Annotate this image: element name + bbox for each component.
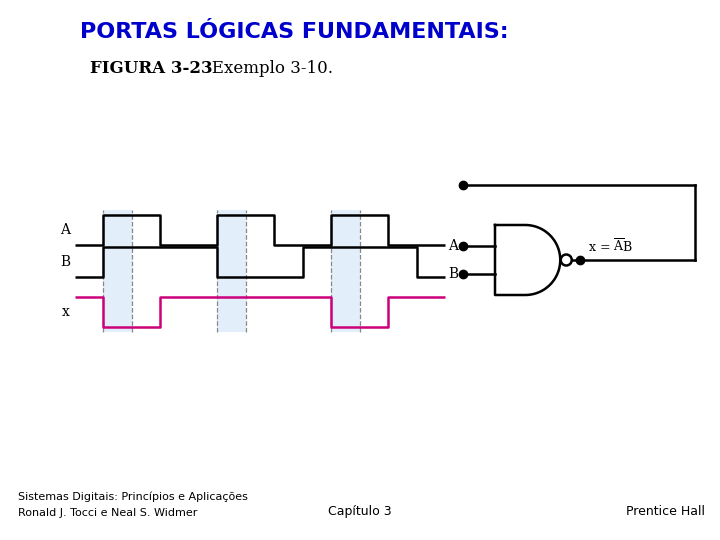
Text: B: B	[60, 255, 70, 269]
Circle shape	[561, 254, 572, 266]
Text: x: x	[62, 305, 70, 319]
Bar	[331, 210, 359, 332]
Text: x = $\mathregular{\overline{A}}$B: x = $\mathregular{\overline{A}}$B	[588, 238, 633, 254]
Text: Ronald J. Tocci e Neal S. Widmer: Ronald J. Tocci e Neal S. Widmer	[18, 508, 197, 518]
Text: Prentice Hall: Prentice Hall	[626, 505, 705, 518]
Text: PORTAS LÓGICAS FUNDAMENTAIS:: PORTAS LÓGICAS FUNDAMENTAIS:	[80, 22, 508, 42]
Text: A: A	[60, 223, 70, 237]
Text: Sistemas Digitais: Princípios e Aplicações: Sistemas Digitais: Princípios e Aplicaçõ…	[18, 491, 248, 502]
Bar	[104, 210, 132, 332]
Text: Exemplo 3-10.: Exemplo 3-10.	[196, 60, 333, 77]
Text: FIGURA 3-23: FIGURA 3-23	[90, 60, 212, 77]
Text: B: B	[448, 267, 458, 281]
Bar	[217, 210, 246, 332]
Text: A: A	[448, 239, 458, 253]
Polygon shape	[495, 225, 560, 295]
Text: Capítulo 3: Capítulo 3	[328, 505, 392, 518]
